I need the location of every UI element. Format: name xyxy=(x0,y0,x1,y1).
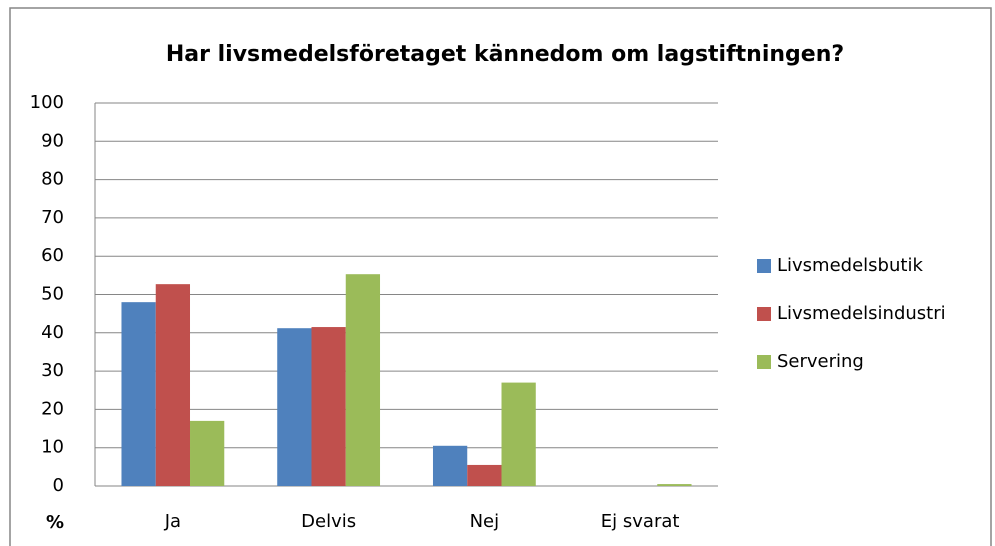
bar xyxy=(432,445,468,486)
y-tick-label: 60 xyxy=(41,245,64,266)
bar xyxy=(657,484,692,486)
chart-title: Har livsmedelsföretaget kännedom om lags… xyxy=(166,42,844,67)
bar xyxy=(277,328,312,486)
bar xyxy=(311,327,346,486)
x-tick-label: Ja xyxy=(164,511,181,532)
x-tick-label: Ej svarat xyxy=(601,511,680,532)
y-tick-label: 30 xyxy=(41,360,64,381)
y-tick-label: 90 xyxy=(41,130,64,151)
legend-swatch xyxy=(757,355,771,369)
bar xyxy=(467,464,502,486)
y-tick-label: 100 xyxy=(30,92,64,113)
y-tick-label: 20 xyxy=(41,398,64,419)
y-tick-label: 80 xyxy=(41,169,64,190)
y-tick-label: 70 xyxy=(41,207,64,228)
bar xyxy=(121,302,156,486)
y-axis-label: % xyxy=(46,512,64,533)
x-tick-label: Delvis xyxy=(301,511,356,532)
y-tick-label: 10 xyxy=(41,437,64,458)
y-tick-label: 50 xyxy=(41,284,64,305)
y-tick-label: 40 xyxy=(41,322,64,343)
bar xyxy=(190,420,225,486)
bar xyxy=(345,274,381,486)
y-tick-label: 0 xyxy=(53,475,64,496)
legend-label: Livsmedelsbutik xyxy=(777,255,923,276)
x-tick-label: Nej xyxy=(470,511,500,532)
bar xyxy=(155,284,191,486)
legend-swatch xyxy=(757,259,771,273)
legend-swatch xyxy=(757,307,771,321)
legend-label: Servering xyxy=(777,351,864,372)
bar xyxy=(501,382,536,486)
legend-label: Livsmedelsindustri xyxy=(777,303,946,324)
